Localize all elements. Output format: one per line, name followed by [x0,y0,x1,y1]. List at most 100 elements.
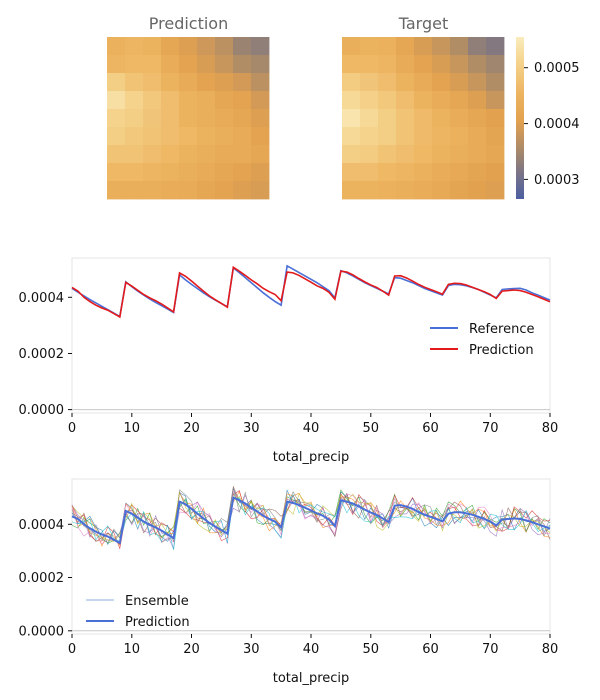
heatmap-cell [125,145,144,164]
heatmap-cell [414,181,433,200]
heatmap-cell [125,37,144,56]
legend-ensemble-label: Ensemble [125,594,189,609]
x-tick-label: 0 [68,642,76,657]
colorbar-gradient [516,37,524,199]
heatmap-cell [342,127,361,146]
heatmap-cell [107,181,126,200]
heatmap-cell [161,109,180,128]
heatmap-cell [251,37,270,56]
heatmap-cell [107,91,126,110]
heatmap-cell [161,91,180,110]
heatmap-cell [468,91,487,110]
plot1-legend: Reference Prediction [430,322,534,358]
heatmap-cell [215,37,234,56]
plot2-xlabel: total_precip [273,671,350,686]
heatmap-cell [161,127,180,146]
heatmap-cell [378,55,397,74]
heatmap-cell [215,163,234,182]
heatmap-cell [215,91,234,110]
heatmap-cell [233,127,252,146]
heatmap-cell [215,127,234,146]
heatmap-cell [197,91,216,110]
heatmap-cell [342,145,361,164]
heatmap-cell [233,37,252,56]
colorbar-tick-label: 0.0005 [534,61,580,76]
heatmap-cell [233,55,252,74]
heatmap-cell [360,181,379,200]
x-tick-label: 50 [363,642,380,657]
heatmap-cell [450,55,469,74]
heatmap-cell [143,145,162,164]
heatmap-cell [107,127,126,146]
colorbar-tick-label: 0.0003 [534,173,580,188]
heatmap-cell [486,145,505,164]
heatmap-cell [450,37,469,56]
x-tick-label: 60 [422,421,439,436]
heatmap-cell [107,145,126,164]
heatmap-cell [251,91,270,110]
heatmap-cell [468,37,487,56]
heatmap-cell [107,73,126,92]
line-chart-ensemble: 0 10 20 30 40 50 60 70 80 0.0000 0.0002 0.0004 tota… [19,478,559,686]
heatmap-cell [161,73,180,92]
heatmap-cell [378,181,397,200]
heatmap-cell [360,127,379,146]
heatmap-cell [468,145,487,164]
heatmap-cell [432,181,451,200]
heatmap-cell [143,181,162,200]
heatmap-cell [251,55,270,74]
heatmap-cell [486,181,505,200]
heatmap-cell [197,145,216,164]
heatmap-cell [197,73,216,92]
heatmap-cell [179,109,198,128]
plot1-xlabel: total_precip [273,450,350,465]
heatmap-cell [396,73,415,92]
heatmap-cell [450,91,469,110]
heatmap-cell [342,181,361,200]
heatmap-cell [432,127,451,146]
heatmap-cell [197,163,216,182]
heatmap-cell [378,127,397,146]
heatmap-cell [432,163,451,182]
heatmap-cell [251,109,270,128]
heatmap-cell [486,37,505,56]
heatmap-cell [197,55,216,74]
heatmap-cell [342,73,361,92]
heatmap-cell [161,145,180,164]
heatmap-cell [378,109,397,128]
series-prediction-line [71,265,551,319]
heatmap-cell [179,145,198,164]
heatmap-cell [179,55,198,74]
heatmap-cell [215,181,234,200]
heatmap-cell [161,163,180,182]
heatmap-cell [179,37,198,56]
heatmap-cell [450,181,469,200]
legend-reference-label: Reference [469,322,534,337]
heatmap-cell [486,163,505,182]
heatmap-cell [251,163,270,182]
x-tick-label: 30 [243,642,260,657]
heatmap-cell [161,55,180,74]
heatmap-cell [432,55,451,74]
heatmap-cell [215,145,234,164]
heatmap-cell [161,37,180,56]
heatmap-cell [107,37,126,56]
heatmap-cell [197,181,216,200]
x-tick-label: 80 [542,642,559,657]
heatmap-cell [486,55,505,74]
heatmap-cell [197,109,216,128]
heatmap-cell [251,73,270,92]
heatmap-cell [396,91,415,110]
x-tick-label: 70 [482,421,499,436]
heatmap-cell [468,109,487,128]
heatmap-cell [396,163,415,182]
x-tick-label: 10 [124,421,141,436]
heatmap-cell [360,109,379,128]
heatmap-cell [360,163,379,182]
heatmap-cell [233,145,252,164]
heatmap-cell [432,109,451,128]
heatmap-cell [396,109,415,128]
heatmap-cell [125,73,144,92]
ensemble-member-line [71,491,551,542]
